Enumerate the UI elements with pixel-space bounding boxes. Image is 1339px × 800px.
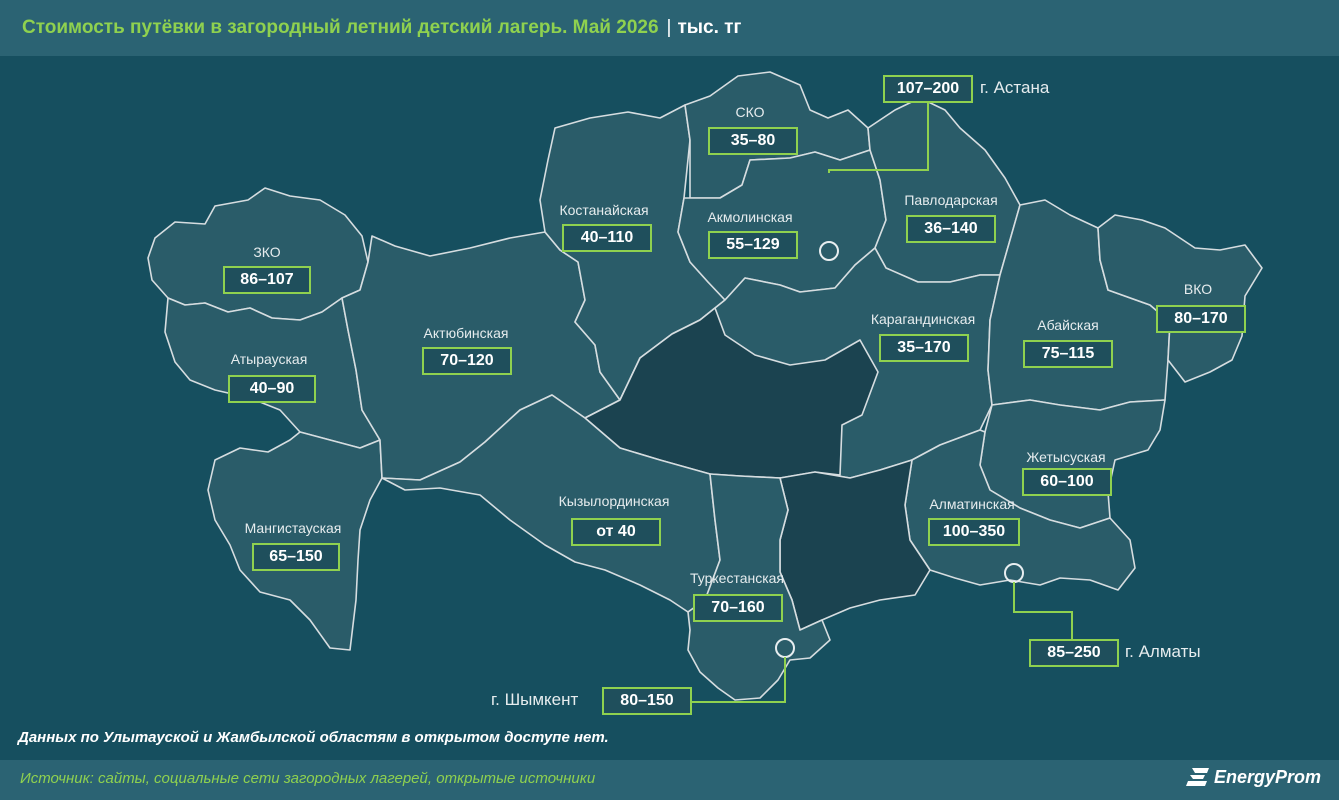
region-name-akmola: Акмолинская (707, 209, 793, 225)
title-unit: тыс. тг (677, 17, 742, 38)
region-name-karaganda: Карагандинская (870, 311, 976, 327)
title-bar (0, 0, 1339, 56)
region-value-karaganda: 35–170 (879, 334, 969, 362)
shymkent-leader (690, 657, 786, 703)
region-value-atyrau: 40–90 (228, 375, 316, 403)
region-shape-pavlodar (867, 97, 1021, 283)
title-separator: | (666, 17, 672, 38)
energyprom-logo-icon (1185, 768, 1209, 786)
city-value-astana: 107–200 (883, 75, 973, 103)
region-shape-almaty-region (904, 429, 1136, 591)
region-name-kostanay: Костанайская (559, 202, 649, 218)
source-text: Источник: сайты, социальные сети загород… (20, 770, 596, 787)
region-value-mangistau: 65–150 (252, 543, 340, 571)
astana-marker (819, 241, 839, 261)
region-value-zhetysu: 60–100 (1022, 468, 1112, 496)
footnote: Данных по Улытауской и Жамбылской област… (18, 729, 609, 746)
city-value-almaty: 85–250 (1029, 639, 1119, 667)
almaty-leader (1013, 582, 1073, 640)
region-value-almaty-region: 100–350 (928, 518, 1020, 546)
region-value-aktobe: 70–120 (422, 347, 512, 375)
region-shape-vko (1097, 214, 1263, 383)
city-name-shymkent: г. Шымкент (491, 690, 579, 709)
region-value-kyzylorda: от 40 (571, 518, 661, 546)
city-name-astana: г. Астана (980, 78, 1050, 97)
region-value-akmola: 55–129 (708, 231, 798, 259)
region-value-vko: 80–170 (1156, 305, 1246, 333)
region-name-pavlodar: Павлодарская (904, 192, 998, 208)
region-value-abay: 75–115 (1023, 340, 1113, 368)
region-value-zko: 86–107 (223, 266, 311, 294)
region-name-abay: Абайская (1037, 317, 1099, 333)
page-title: Стоимость путёвки в загородный летний де… (22, 17, 741, 39)
energyprom-logo: EnergyProm (1185, 766, 1321, 788)
region-value-sko: 35–80 (708, 127, 798, 155)
region-shape-mangistau (207, 431, 383, 651)
region-value-pavlodar: 36–140 (906, 215, 996, 243)
astana-leader (828, 100, 929, 173)
region-name-vko: ВКО (1183, 281, 1213, 297)
region-value-turkestan: 70–160 (693, 594, 783, 622)
region-name-zko: ЗКО (253, 244, 281, 260)
city-name-almaty: г. Алматы (1125, 642, 1201, 661)
region-name-atyrau: Атырауская (230, 351, 308, 367)
region-name-kyzylorda: Кызылординская (558, 493, 670, 509)
region-value-kostanay: 40–110 (562, 224, 652, 252)
region-name-aktobe: Актюбинская (423, 325, 509, 341)
region-name-turkestan: Туркестанская (689, 570, 785, 586)
title-text: Стоимость путёвки в загородный летний де… (22, 17, 659, 38)
city-value-shymkent: 80–150 (602, 687, 692, 715)
region-name-almaty-region: Алматинская (929, 496, 1015, 512)
region-shape-zhambyl (779, 459, 931, 631)
region-name-mangistau: Мангистауская (244, 520, 342, 536)
region-name-zhetysu: Жетысуская (1026, 449, 1106, 465)
logo-text: EnergyProm (1213, 766, 1321, 787)
footer-bar (0, 760, 1339, 800)
region-name-sko: СКО (735, 104, 765, 120)
